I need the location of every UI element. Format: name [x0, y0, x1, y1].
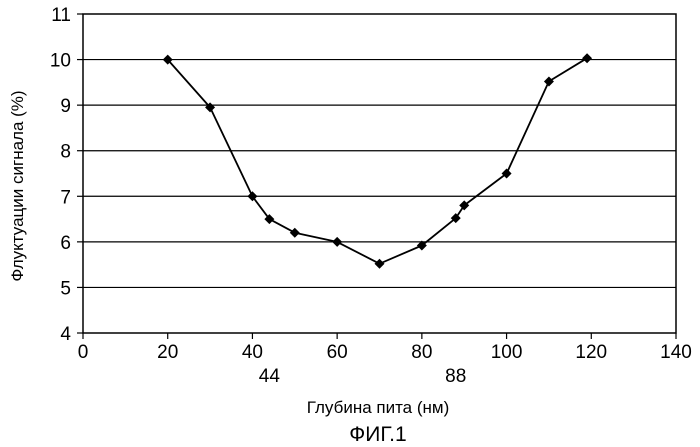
y-tick-label-4: 4 [60, 324, 71, 345]
extra-x-tick-labels: 44 88 [259, 366, 467, 387]
y-tick-label-7: 7 [60, 187, 71, 208]
y-axis-title: Флуктуации сигнала (%) [8, 90, 27, 281]
y-axis-ticks: 4 5 6 7 8 9 10 11 [50, 5, 83, 345]
x-axis-ticks: 0 20 40 60 80 100 120 140 [78, 333, 692, 363]
y-tick-label-6: 6 [60, 233, 71, 254]
y-tick-label-11: 11 [51, 5, 71, 26]
data-point-diamond-50 [290, 228, 300, 238]
data-point-diamond-119 [582, 53, 592, 63]
extra-x-tick-label-88: 88 [445, 366, 466, 387]
y-tick-label-10: 10 [50, 51, 71, 72]
x-tick-label-0: 0 [78, 342, 89, 363]
data-point-diamond-110 [544, 76, 554, 86]
x-tick-label-20: 20 [157, 342, 178, 363]
x-tick-label-140: 140 [660, 342, 692, 363]
x-tick-label-100: 100 [491, 342, 523, 363]
series-line-0 [168, 58, 587, 264]
extra-x-tick-label-44: 44 [259, 366, 281, 387]
gridlines [83, 60, 676, 288]
x-tick-label-40: 40 [242, 342, 263, 363]
figure-caption: ФИГ.1 [349, 423, 406, 446]
x-tick-label-60: 60 [327, 342, 348, 363]
data-point-diamond-60 [332, 237, 342, 247]
x-tick-label-120: 120 [575, 342, 607, 363]
y-tick-label-9: 9 [60, 96, 71, 117]
data-series [163, 53, 592, 269]
y-tick-label-5: 5 [60, 278, 71, 299]
x-axis-title: Глубина пита (нм) [307, 398, 450, 417]
data-point-diamond-70 [375, 259, 385, 269]
x-tick-label-80: 80 [411, 342, 432, 363]
y-tick-label-8: 8 [60, 142, 71, 163]
